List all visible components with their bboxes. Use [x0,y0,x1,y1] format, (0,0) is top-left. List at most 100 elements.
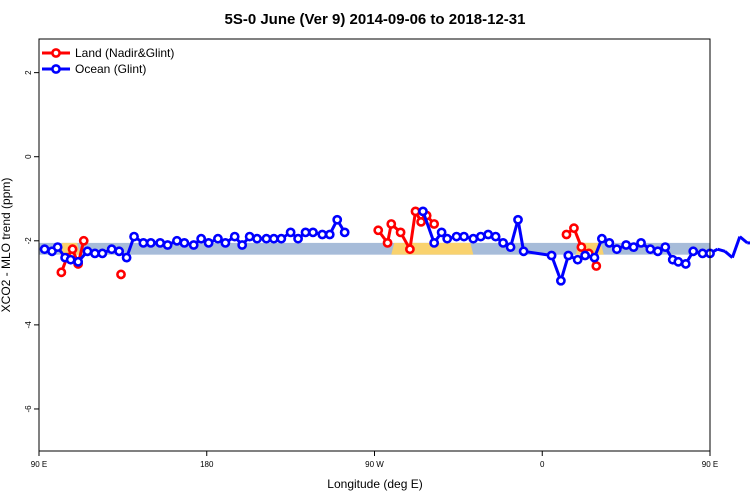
data-point [268,233,279,244]
data-point [451,231,462,242]
x-tick-label: 180 [200,460,214,469]
data-point [645,244,656,255]
y-tick-label: 2 [24,70,33,75]
x-tick-label: 90 E [702,460,718,469]
data-point [546,250,557,261]
data-point [324,229,335,240]
data-point [395,227,406,238]
series-land [56,206,602,280]
data-point [688,246,699,257]
data-point [252,233,262,244]
data-point [308,227,318,238]
data-point [569,223,579,234]
series-segment [408,211,417,250]
data-point [244,231,255,242]
data-point [459,231,469,242]
data-point [563,250,574,261]
series-segment [717,247,726,253]
data-point [652,246,663,257]
data-point [442,233,453,244]
x-tick-label: 0 [540,460,545,469]
data-point [237,240,248,250]
data-point [106,244,117,255]
data-point [56,267,67,278]
data-point [90,248,100,259]
x-axis-label: Longitude (deg E) [327,477,422,491]
data-point [285,227,296,238]
data-point [138,237,149,248]
legend-item: Ocean (Glint) [42,62,146,76]
legend-marker [51,48,61,58]
data-point [475,231,486,242]
data-point [611,244,622,255]
data-point [490,231,501,242]
data-point [513,214,523,225]
data-point [572,254,583,265]
y-axis-label: XCO2 - MLO trend (ppm) [0,178,13,313]
data-point [518,246,529,257]
data-point [220,237,231,248]
series-segment [730,236,742,259]
data-point [436,227,447,238]
data-point [261,233,272,244]
chart-title: 5S-0 June (Ver 9) 2014-09-06 to 2018-12-… [224,11,525,28]
data-point [418,206,428,217]
series-segment [421,210,436,244]
data-point [155,237,166,248]
data-point [82,246,93,257]
data-point [179,237,190,248]
series-segment [738,235,749,245]
data-point [67,244,78,255]
data-point [596,233,607,244]
data-point [589,252,600,263]
data-point [188,240,199,250]
ocean-band [39,242,710,255]
data-point [39,244,50,255]
data-point [429,219,440,229]
data-point [129,231,139,242]
data-point [65,254,76,265]
series-segment [723,250,734,259]
data-point [621,240,632,250]
x-tick-label: 90 W [365,460,384,469]
data-point [373,225,384,236]
data-point [52,242,63,253]
legend-marker [51,64,61,74]
data-point [300,227,311,238]
data-point [114,246,125,257]
data-point [697,248,708,259]
data-point [276,233,287,244]
data-point [660,242,671,253]
data-point [505,242,516,253]
x-tick-label: 90 E [31,460,47,469]
data-point [293,233,303,244]
series-layer [39,206,750,286]
data-point [673,256,684,267]
data-point [332,214,343,225]
legend-item: Land (Nadir&Glint) [42,46,174,60]
series-ocean [39,206,750,286]
data-point [386,219,397,229]
data-point [317,229,328,240]
data-point [145,237,156,248]
data-point [162,240,173,250]
data-point [339,227,350,238]
x-axis: 90 E 180 90 W 0 90 E [31,451,718,469]
data-point [405,244,415,255]
data-point [203,237,214,248]
legend-label: Ocean (Glint) [75,62,146,76]
data-point [229,231,240,242]
data-point [97,248,108,259]
legend: Land (Nadir&Glint) Ocean (Glint) [42,46,174,76]
data-point [78,235,89,246]
data-point [483,229,494,240]
data-point [576,242,587,253]
data-point [410,206,421,217]
data-point [636,237,646,248]
data-point [591,261,602,271]
data-point [116,269,126,280]
series-segment [516,219,526,252]
data-point [382,237,393,248]
y-tick-label: -4 [24,321,33,329]
